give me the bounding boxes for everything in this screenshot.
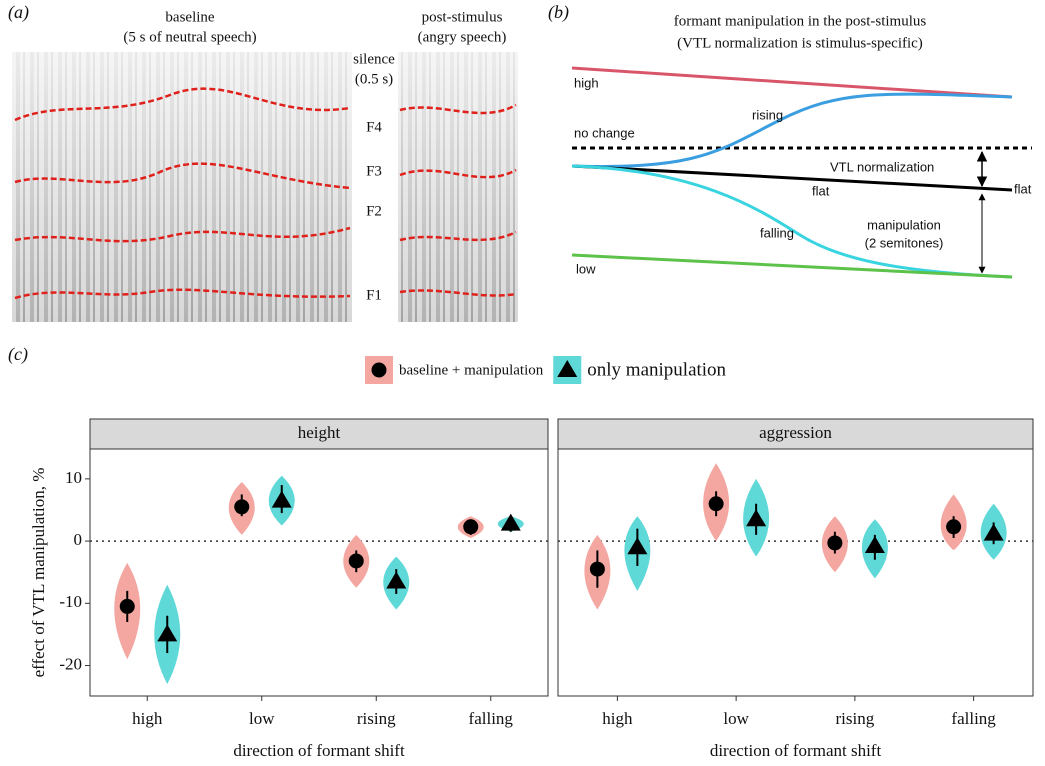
- spectrogram-shade: [12, 52, 352, 322]
- x-axis-title: direction of formant shift: [233, 741, 405, 760]
- point: [708, 496, 724, 512]
- point: [746, 509, 767, 527]
- formant-track: [14, 162, 351, 190]
- panel-label: (a): [8, 2, 29, 23]
- point: [983, 523, 1004, 541]
- formant-track: [399, 103, 517, 115]
- y-tick-label: 0: [74, 530, 83, 549]
- curve-label: rising: [752, 107, 783, 122]
- high-line: [571, 66, 1013, 99]
- formant-label: F2: [366, 203, 382, 219]
- curve-label: flat: [812, 183, 830, 198]
- spectrogram-shade: [398, 52, 518, 322]
- y-tick-label: -20: [59, 654, 82, 673]
- facet-strip: [557, 418, 1034, 450]
- curve-label: falling: [760, 225, 794, 240]
- x-tick-label: rising: [357, 709, 396, 728]
- formant-track: [14, 226, 351, 243]
- spectrogram-subtitle: (5 s of neutral speech): [123, 29, 256, 45]
- point: [157, 624, 178, 642]
- x-tick-label: high: [602, 709, 633, 728]
- curve-label: flat: [1014, 181, 1032, 196]
- facet-strip: [89, 418, 549, 450]
- point: [589, 561, 605, 577]
- x-tick-label: falling: [951, 709, 996, 728]
- formant-track: [399, 230, 517, 242]
- panel-a: (a) baseline (5 s of neutral speech) pos…: [8, 2, 518, 322]
- silence-label: (0.5 s): [355, 71, 393, 87]
- panel-c: baseline + manipulation only manipulation…: [29, 356, 1034, 760]
- facet-title: height: [298, 423, 341, 442]
- x-tick-label: rising: [836, 709, 875, 728]
- annotation: manipulation: [867, 217, 941, 232]
- point: [627, 537, 648, 555]
- formant-label: F1: [366, 287, 382, 303]
- curve-label: no change: [574, 125, 635, 140]
- point: [271, 490, 292, 508]
- x-tick-label: high: [132, 709, 163, 728]
- diagram-title: formant manipulation in the post-stimulu…: [674, 13, 927, 29]
- formant-track: [399, 289, 517, 297]
- y-tick-label: 10: [65, 468, 82, 487]
- point: [348, 553, 364, 569]
- legend-marker: [557, 360, 578, 377]
- formant-track: [14, 288, 351, 300]
- point: [827, 535, 843, 551]
- y-axis-title: effect of VTL manipulation, %: [29, 468, 48, 678]
- x-tick-label: low: [249, 709, 275, 728]
- point: [946, 519, 962, 535]
- diagram-subtitle: (VTL normalization is stimulus-specific): [677, 35, 923, 51]
- flat-line: [571, 164, 1013, 192]
- curve-label: low: [576, 261, 596, 276]
- annotation: VTL normalization: [830, 159, 934, 174]
- point: [234, 499, 250, 515]
- spectrogram-subtitle: (angry speech): [418, 29, 507, 45]
- legend-marker: [371, 362, 387, 378]
- rising-curve: [571, 92, 1013, 168]
- formant-track: [14, 87, 351, 122]
- formant-label: F3: [366, 163, 382, 179]
- formant-label: F4: [366, 119, 382, 135]
- legend-label: baseline + manipulation: [399, 362, 544, 378]
- spectrogram-title: post-stimulus: [422, 9, 503, 25]
- panel-b: (b) formant manipulation in the post-sti…: [548, 2, 1032, 279]
- x-axis-title: direction of formant shift: [710, 741, 882, 760]
- panel-label: (c): [8, 344, 28, 365]
- legend-label: only manipulation: [587, 359, 726, 380]
- falling-curve: [571, 164, 1013, 279]
- point: [119, 598, 135, 614]
- curve-label: high: [574, 75, 599, 90]
- point: [463, 519, 479, 535]
- silence-label: silence: [353, 51, 395, 67]
- point: [500, 513, 521, 531]
- x-tick-label: low: [723, 709, 749, 728]
- formant-tracks: [14, 87, 517, 300]
- panel-label: (b): [548, 2, 569, 23]
- point: [386, 571, 407, 589]
- annotation: (2 semitones): [865, 235, 944, 250]
- spectrogram-title: baseline: [165, 9, 214, 25]
- low-line: [571, 253, 1013, 279]
- y-tick-label: -10: [59, 592, 82, 611]
- point: [864, 536, 885, 554]
- facet-title: aggression: [759, 423, 832, 442]
- formant-track: [399, 168, 517, 179]
- x-tick-label: falling: [469, 709, 514, 728]
